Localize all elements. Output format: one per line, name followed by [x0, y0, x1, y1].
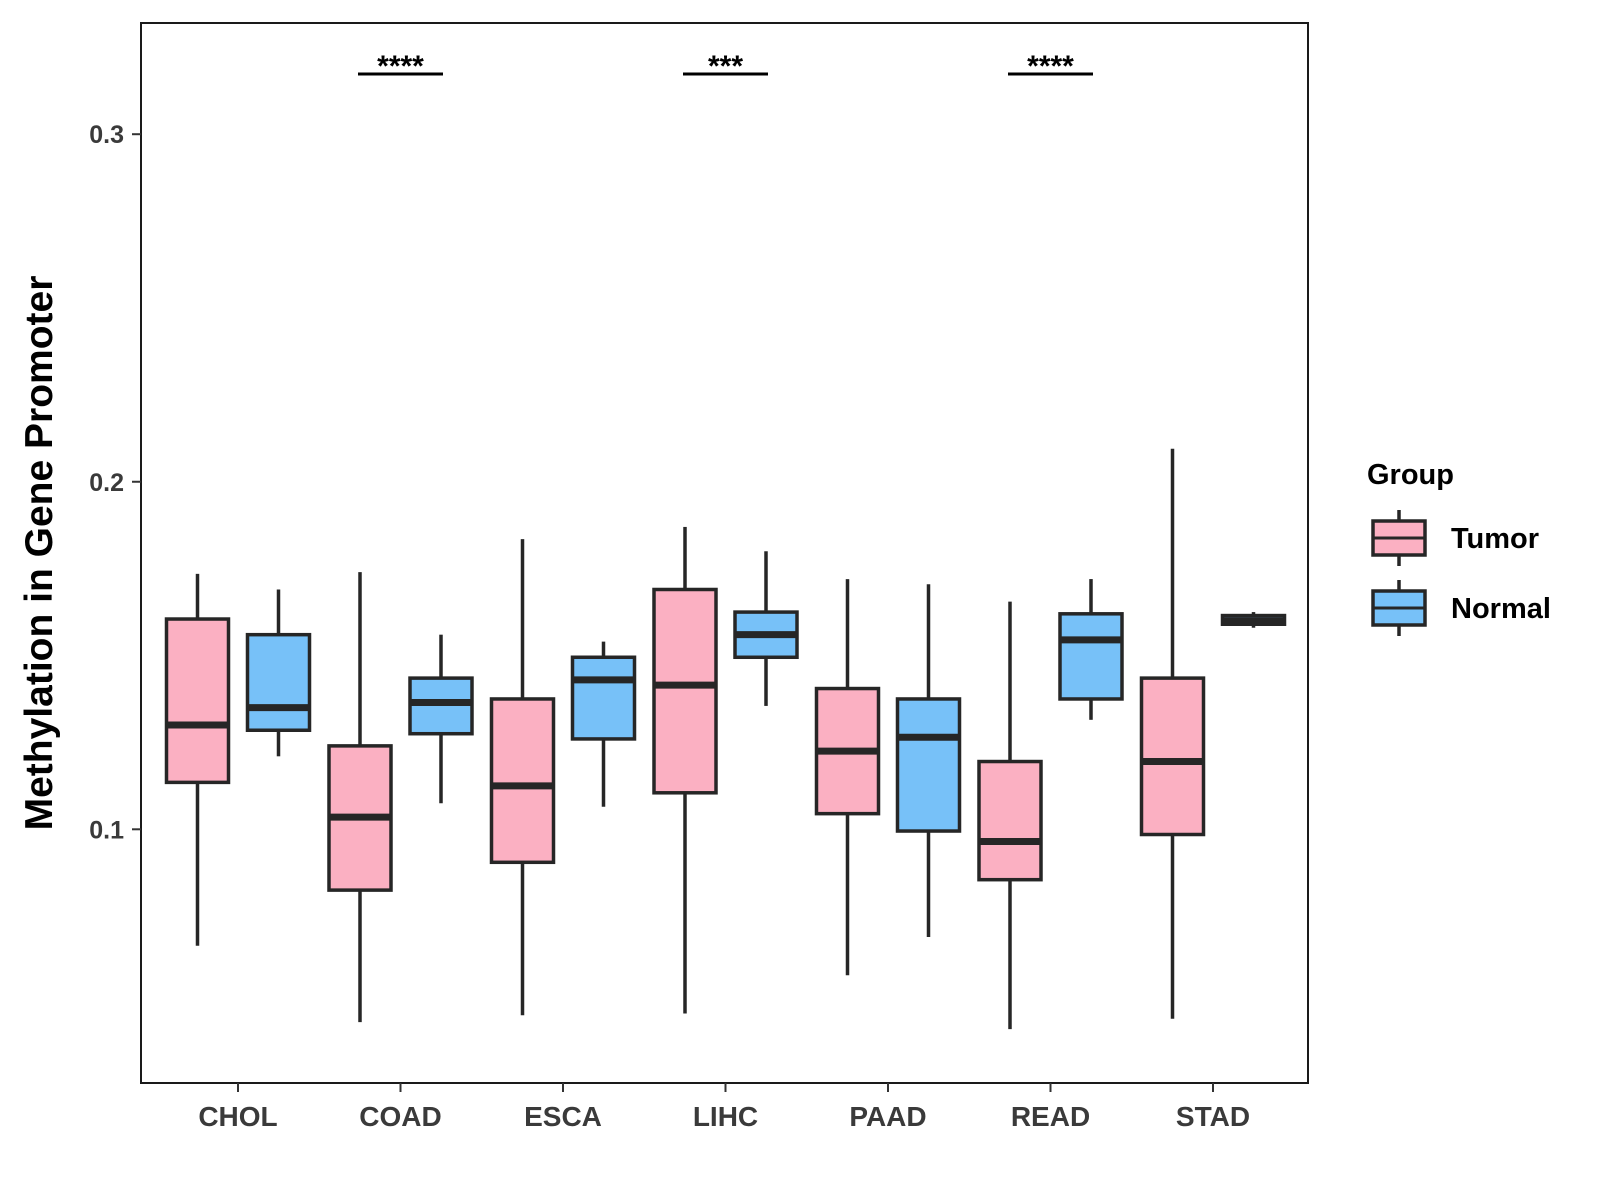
box-normal-coad: [408, 634, 474, 804]
plot-panel-border: [140, 22, 1309, 1084]
box-tumor-lihc: [652, 526, 718, 1014]
x-tick-label-chol: CHOL: [198, 1101, 277, 1132]
x-tick-label-lihc: LIHC: [693, 1101, 758, 1132]
box-body: [977, 759, 1043, 882]
box-tumor-chol: [164, 573, 231, 946]
significance-label: ***: [708, 50, 743, 83]
box-body: [245, 632, 312, 732]
x-tick-label-stad: STAD: [1176, 1101, 1250, 1132]
box-normal-read: [1058, 579, 1124, 720]
box-body: [489, 697, 556, 865]
x-tick-label-read: READ: [1011, 1101, 1090, 1132]
significance-label: ****: [377, 50, 424, 83]
box-tumor-paad: [814, 579, 881, 976]
significance-read: ****: [1008, 50, 1093, 83]
box-tumor-esca: [489, 539, 556, 1016]
box-tumor-coad: [327, 572, 393, 1023]
box-body: [1058, 612, 1124, 701]
significance-lihc: ***: [683, 50, 768, 83]
x-tick-label-esca: ESCA: [524, 1101, 602, 1132]
box-body: [895, 697, 962, 833]
box-normal-lihc: [733, 551, 799, 706]
legend-label: Tumor: [1451, 523, 1539, 555]
x-tick-label-coad: COAD: [359, 1101, 441, 1132]
y-tick-label: 0.2: [89, 469, 124, 497]
y-axis-label: Methylation in Gene Promoter: [18, 276, 61, 831]
y-tick-label: 0.3: [89, 121, 124, 149]
box-normal-esca: [570, 641, 637, 807]
box-body: [164, 617, 231, 785]
box-normal-chol: [245, 589, 312, 757]
x-tick-label-paad: PAAD: [849, 1101, 926, 1132]
box-normal-stad: [1220, 612, 1287, 628]
significance-label: ****: [1027, 50, 1074, 83]
box-tumor-stad: [1139, 448, 1206, 1019]
box-body: [652, 587, 718, 795]
legend-item-normal: Normal: [1371, 580, 1551, 636]
legend-item-tumor: Tumor: [1371, 510, 1539, 566]
y-tick-label: 0.1: [89, 816, 124, 844]
box-body: [570, 655, 637, 741]
box-normal-paad: [895, 584, 962, 938]
box-tumor-read: [977, 601, 1043, 1030]
legend-label: Normal: [1451, 593, 1551, 625]
significance-coad: ****: [358, 50, 443, 83]
legend-title: Group: [1367, 459, 1454, 491]
box-body: [1139, 676, 1206, 837]
